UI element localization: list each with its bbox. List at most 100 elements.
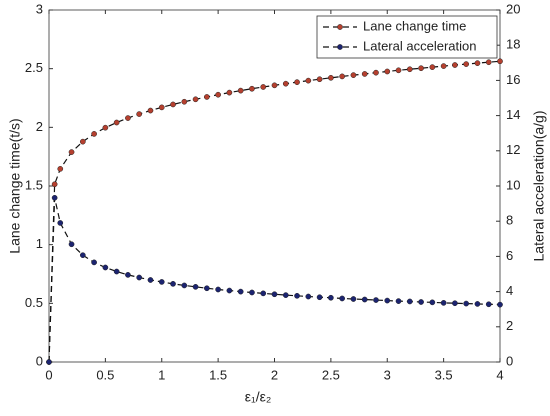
data-point bbox=[316, 294, 323, 301]
data-point bbox=[429, 299, 436, 306]
data-point bbox=[418, 299, 424, 305]
x-tick-label: 4 bbox=[496, 367, 503, 382]
y-tick-label: 3 bbox=[36, 1, 43, 16]
data-point bbox=[282, 80, 289, 87]
data-point bbox=[68, 149, 75, 155]
data-point bbox=[474, 301, 481, 307]
legend-marker bbox=[337, 44, 343, 50]
y-axis-label: Lane change time(t/s) bbox=[7, 118, 23, 253]
data-point bbox=[485, 301, 492, 308]
data-point bbox=[328, 74, 334, 81]
legend-label: Lane change time bbox=[363, 18, 466, 33]
data-point bbox=[373, 69, 379, 76]
data-point bbox=[136, 274, 143, 281]
data-point bbox=[204, 285, 210, 292]
data-point bbox=[418, 65, 424, 72]
y-tick-label: 2 bbox=[36, 119, 43, 134]
y2-tick-label: 18 bbox=[506, 37, 520, 52]
data-point bbox=[79, 138, 86, 145]
y-tick-label: 1 bbox=[36, 236, 43, 251]
data-point bbox=[51, 181, 58, 188]
plot-frame bbox=[48, 9, 501, 363]
x-tick-label: 2.5 bbox=[322, 367, 340, 382]
data-point bbox=[260, 84, 267, 90]
data-point bbox=[474, 60, 481, 67]
data-point bbox=[113, 268, 120, 275]
data-point bbox=[350, 72, 357, 78]
legend-label: Lateral acceleration bbox=[363, 38, 476, 53]
y2-tick-label: 4 bbox=[506, 283, 513, 298]
data-point bbox=[237, 288, 244, 295]
data-point bbox=[170, 101, 176, 108]
data-point bbox=[440, 63, 447, 69]
y-tick-label: 1.5 bbox=[25, 177, 43, 192]
data-point bbox=[249, 85, 255, 92]
data-point bbox=[181, 282, 188, 289]
data-point bbox=[406, 66, 413, 73]
data-point bbox=[226, 287, 233, 294]
data-point bbox=[339, 73, 345, 80]
data-point bbox=[147, 277, 154, 283]
data-point bbox=[181, 98, 188, 105]
y2-tick-label: 10 bbox=[506, 177, 520, 192]
data-point bbox=[226, 89, 233, 96]
data-point bbox=[350, 296, 357, 302]
data-point bbox=[485, 59, 492, 66]
data-point bbox=[260, 290, 267, 297]
data-point bbox=[46, 359, 52, 365]
data-point bbox=[91, 131, 97, 137]
data-point bbox=[294, 79, 300, 86]
data-point bbox=[440, 300, 447, 306]
x-tick-label: 0 bbox=[45, 367, 52, 382]
data-point bbox=[271, 291, 278, 298]
data-point bbox=[463, 300, 470, 307]
data-point bbox=[497, 58, 503, 65]
y-tick-label: 2.5 bbox=[25, 60, 43, 75]
data-point bbox=[452, 300, 458, 307]
data-point bbox=[271, 82, 278, 89]
data-point bbox=[339, 295, 345, 302]
data-point bbox=[51, 194, 58, 201]
data-point bbox=[68, 241, 75, 248]
data-point bbox=[361, 71, 368, 77]
data-point bbox=[316, 76, 323, 83]
legend-box bbox=[316, 15, 498, 59]
data-point bbox=[384, 68, 391, 75]
data-point bbox=[395, 298, 402, 304]
data-point bbox=[237, 87, 244, 94]
series-line bbox=[48, 60, 501, 363]
data-point bbox=[305, 77, 312, 84]
data-point bbox=[192, 283, 199, 290]
x-tick-label: 1 bbox=[158, 367, 165, 382]
x-tick-label: 3.5 bbox=[435, 367, 453, 382]
y-tick-label: 0 bbox=[36, 353, 43, 368]
x-tick-label: 3 bbox=[384, 367, 391, 382]
data-point bbox=[328, 294, 334, 301]
data-point bbox=[452, 62, 458, 68]
x-tick-label: 2 bbox=[271, 367, 278, 382]
series-line bbox=[48, 197, 501, 363]
y2-tick-label: 12 bbox=[506, 142, 520, 157]
data-point bbox=[79, 252, 86, 259]
data-point bbox=[113, 119, 120, 126]
y2-tick-label: 0 bbox=[506, 353, 513, 368]
x-axis-label: ε₁/ε₂ bbox=[245, 389, 272, 405]
y2-tick-label: 6 bbox=[506, 248, 513, 263]
data-point bbox=[497, 301, 503, 308]
data-point bbox=[204, 94, 210, 100]
x-tick-label: 0.5 bbox=[96, 367, 114, 382]
data-point bbox=[57, 220, 64, 226]
data-point bbox=[294, 292, 300, 299]
data-point bbox=[305, 293, 312, 300]
data-point bbox=[170, 281, 176, 287]
data-point bbox=[57, 166, 64, 172]
data-point bbox=[192, 96, 199, 103]
data-point bbox=[384, 297, 391, 304]
data-point bbox=[147, 107, 154, 114]
data-point bbox=[463, 61, 470, 67]
data-point bbox=[429, 64, 436, 70]
data-point bbox=[102, 124, 109, 131]
data-point bbox=[136, 111, 143, 117]
data-point bbox=[125, 115, 131, 121]
